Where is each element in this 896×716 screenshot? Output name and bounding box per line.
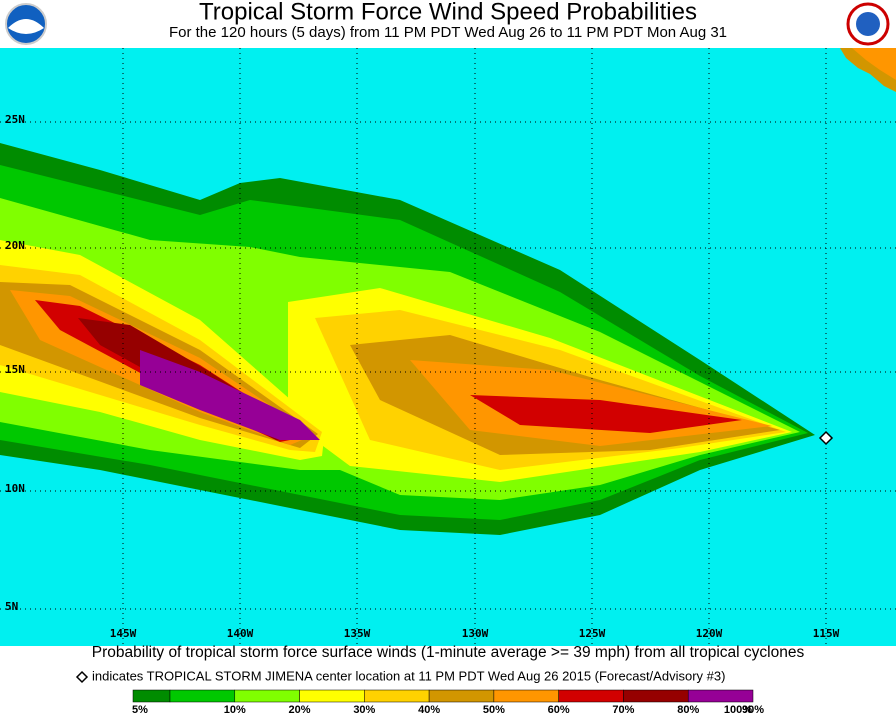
legend-swatch bbox=[364, 689, 430, 703]
nws-logo bbox=[846, 2, 890, 46]
graticule: 25N 20N 15N 10N 5N 145W 140W 135W 130W 125W 120W 11… bbox=[0, 48, 896, 646]
legend-label: 90% bbox=[742, 704, 764, 716]
lat-label: 5N bbox=[5, 600, 18, 613]
legend-label: 40% bbox=[418, 704, 440, 716]
legend-label: 20% bbox=[289, 704, 311, 716]
lon-label: 125W bbox=[579, 627, 606, 640]
legend-label: 100% bbox=[724, 704, 752, 716]
legend-swatch bbox=[169, 689, 236, 703]
legend-swatch bbox=[132, 689, 171, 703]
lon-label: 120W bbox=[696, 627, 723, 640]
legend-swatch bbox=[623, 689, 689, 703]
caption: Probability of tropical storm force surf… bbox=[92, 644, 805, 661]
lat-label: 10N bbox=[5, 482, 25, 495]
lon-label: 115W bbox=[813, 627, 840, 640]
storm-center-marker-key bbox=[75, 670, 89, 684]
noaa-logo bbox=[5, 3, 47, 45]
lat-label: 25N bbox=[5, 113, 25, 126]
legend-swatch bbox=[687, 689, 754, 703]
lat-label: 15N bbox=[5, 363, 25, 376]
legend-label: 80% bbox=[677, 704, 699, 716]
lon-label: 135W bbox=[344, 627, 371, 640]
lat-label: 20N bbox=[5, 239, 25, 252]
probability-contours bbox=[0, 143, 815, 535]
legend-label: 50% bbox=[483, 704, 505, 716]
legend-label: 70% bbox=[612, 704, 634, 716]
title: Tropical Storm Force Wind Speed Probabil… bbox=[199, 0, 697, 25]
legend-swatch bbox=[428, 689, 495, 703]
note: indicates TROPICAL STORM JIMENA center l… bbox=[92, 668, 725, 683]
legend: 5% 10% 20% 30% 40% 50% 60% 70% 80% 90%100% bbox=[132, 689, 764, 716]
legend-label: 10% bbox=[224, 704, 246, 716]
legend-label: 60% bbox=[548, 704, 570, 716]
subtitle: For the 120 hours (5 days) from 11 PM PD… bbox=[169, 24, 727, 41]
map: 25N 20N 15N 10N 5N 145W 140W 135W 130W 125W 120W 11… bbox=[0, 48, 896, 646]
legend-label: 5% bbox=[132, 704, 148, 716]
legend-swatch bbox=[558, 689, 624, 703]
legend-label: 30% bbox=[353, 704, 375, 716]
legend-swatch bbox=[299, 689, 365, 703]
lon-label: 140W bbox=[227, 627, 254, 640]
legend-swatch bbox=[493, 689, 559, 703]
contour bbox=[470, 395, 742, 433]
lon-label: 130W bbox=[462, 627, 489, 640]
land bbox=[852, 48, 896, 80]
lon-label: 145W bbox=[110, 627, 137, 640]
storm-center-marker bbox=[818, 430, 834, 446]
legend-swatch bbox=[234, 689, 300, 703]
